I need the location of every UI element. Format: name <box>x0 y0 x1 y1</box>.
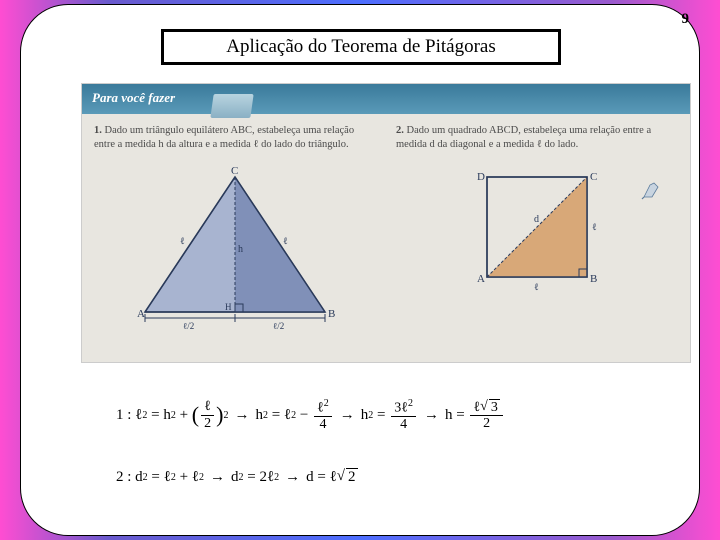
formulas-block: 1 : ℓ2 = h2 + (ℓ2)2 → h2 = ℓ2 − ℓ24 → h2… <box>116 395 656 519</box>
problems-row: 1. Dado um triângulo equilátero ABC, est… <box>82 114 690 342</box>
svg-text:ℓ: ℓ <box>180 236 185 247</box>
f1-l1: ℓ <box>135 407 142 424</box>
f2-arr2: → <box>285 469 300 486</box>
f2-d1: d <box>135 469 143 486</box>
f1-frac1d: 2 <box>201 416 214 431</box>
f1-h4: h = <box>445 407 465 424</box>
problem-2-number: 2. <box>396 125 404 136</box>
f2-eq1: = ℓ <box>151 469 170 486</box>
title-text: Aplicação do Teorema de Pitágoras <box>226 36 496 58</box>
svg-text:ℓ/2: ℓ/2 <box>273 321 284 331</box>
f2-d3: d = ℓ <box>306 469 337 486</box>
f2-d2: d <box>231 469 239 486</box>
book-icon <box>210 94 253 118</box>
f2-sqrt2: 2 <box>346 468 358 486</box>
f2-arr1: → <box>210 469 225 486</box>
square-figure: A B C D d ℓ ℓ <box>396 162 678 312</box>
f1-sqrt3: 3 <box>489 399 500 415</box>
svg-text:C: C <box>231 165 238 177</box>
f1-h3: h <box>361 407 369 424</box>
f1-plus: + <box>180 407 188 424</box>
f1-eq3: = <box>377 407 385 424</box>
svg-text:A: A <box>477 273 485 285</box>
svg-text:ℓ: ℓ <box>592 222 597 233</box>
f1-frac3d: 4 <box>397 417 410 432</box>
problem-1: 1. Dado um triângulo equilátero ABC, est… <box>94 124 376 332</box>
f2-prefix: 2 : <box>116 469 131 486</box>
f1-eq2: = ℓ <box>272 407 291 424</box>
problem-1-text: Dado um triângulo equilátero ABC, estabe… <box>94 125 354 150</box>
f1-eq1: = h <box>151 407 171 424</box>
formula-2: 2 : d2 = ℓ2 + ℓ2 → d2 = 2ℓ2 → d = ℓ√2 <box>116 457 656 497</box>
f1-arr2: → <box>340 407 355 424</box>
formula-1: 1 : ℓ2 = h2 + (ℓ2)2 → h2 = ℓ2 − ℓ24 → h2… <box>116 395 656 435</box>
f1-h2: h <box>255 407 263 424</box>
f2-plus: + ℓ <box>180 469 199 486</box>
triangle-figure: A B C H h ℓ ℓ ℓ/2 ℓ/2 <box>94 162 376 332</box>
writing-hand-icon <box>640 179 668 201</box>
f1-frac2d: 4 <box>316 417 329 432</box>
page-number: 9 <box>682 11 690 28</box>
problem-1-number: 1. <box>94 125 102 136</box>
slide-card: 9 Aplicação do Teorema de Pitágoras Para… <box>20 4 700 536</box>
svg-text:H: H <box>225 302 232 312</box>
f1-frac4d: 2 <box>480 416 493 431</box>
svg-text:d: d <box>534 214 539 225</box>
exercise-banner: Para você fazer <box>82 84 690 114</box>
f1-frac3n: 3ℓ <box>394 400 408 415</box>
f1-prefix: 1 : <box>116 407 131 424</box>
svg-text:ℓ/2: ℓ/2 <box>183 321 194 331</box>
svg-text:ℓ: ℓ <box>283 236 288 247</box>
title-box: Aplicação do Teorema de Pitágoras <box>161 29 561 65</box>
f1-arr3: → <box>424 407 439 424</box>
svg-text:ℓ: ℓ <box>534 282 539 293</box>
banner-text: Para você fazer <box>92 90 175 105</box>
f1-frac2n: ℓ <box>317 400 324 415</box>
problem-2: 2. Dado um quadrado ABCD, estabeleça uma… <box>396 124 678 332</box>
f2-eq2: = 2ℓ <box>247 469 274 486</box>
svg-text:B: B <box>590 273 597 285</box>
problem-2-text: Dado um quadrado ABCD, estabeleça uma re… <box>396 125 651 150</box>
exercise-panel: Para você fazer 1. Dado um triângulo equ… <box>81 83 691 363</box>
f1-minus: − <box>300 407 308 424</box>
svg-text:C: C <box>590 171 597 183</box>
f1-arr1: → <box>234 407 249 424</box>
svg-text:B: B <box>328 308 335 320</box>
svg-text:A: A <box>137 308 145 320</box>
f1-frac1n: ℓ <box>201 399 214 415</box>
svg-text:D: D <box>477 171 485 183</box>
f1-frac2sup: 2 <box>324 398 329 409</box>
svg-text:h: h <box>238 244 243 255</box>
